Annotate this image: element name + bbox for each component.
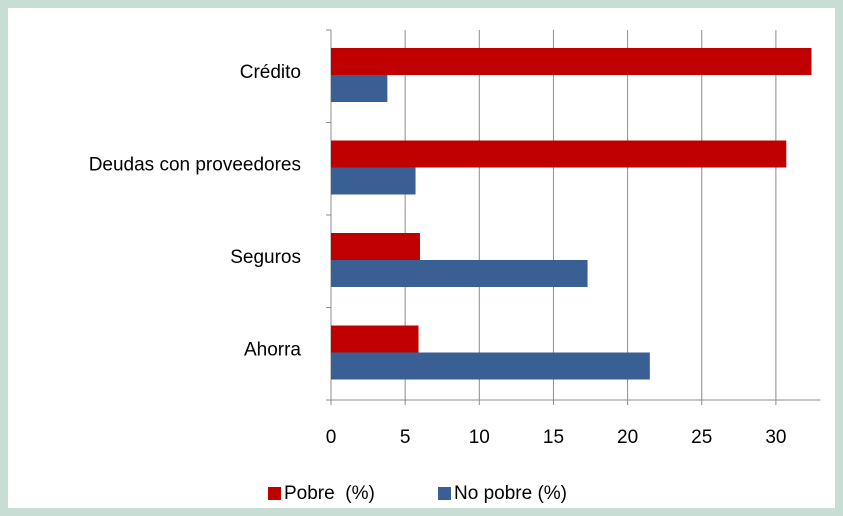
- x-tick-label: 5: [400, 427, 411, 448]
- bar: [331, 75, 388, 102]
- x-tick-label: 20: [617, 427, 638, 448]
- y-tick-label: Deudas con proveedores: [89, 155, 301, 176]
- x-tick-label: 10: [469, 427, 490, 448]
- bar: [331, 48, 812, 75]
- bar: [331, 140, 787, 168]
- legend-label: No pobre (%): [454, 483, 567, 504]
- bar: [331, 167, 416, 195]
- legend-swatch: [438, 487, 451, 500]
- legend-label: Pobre (%): [284, 483, 375, 504]
- x-tick-label: 25: [691, 427, 712, 448]
- bar: [331, 260, 588, 287]
- chart-panel: [8, 8, 835, 508]
- x-tick-label: 30: [765, 427, 786, 448]
- y-tick-label: Seguros: [230, 247, 301, 268]
- y-tick-label: Crédito: [240, 62, 301, 83]
- legend-swatch: [268, 487, 281, 500]
- bar: [331, 352, 650, 380]
- x-tick-label: 15: [543, 427, 564, 448]
- bar: [331, 325, 419, 353]
- bar: [331, 233, 420, 260]
- x-tick-label: 0: [326, 427, 337, 448]
- y-tick-label: Ahorra: [244, 340, 301, 361]
